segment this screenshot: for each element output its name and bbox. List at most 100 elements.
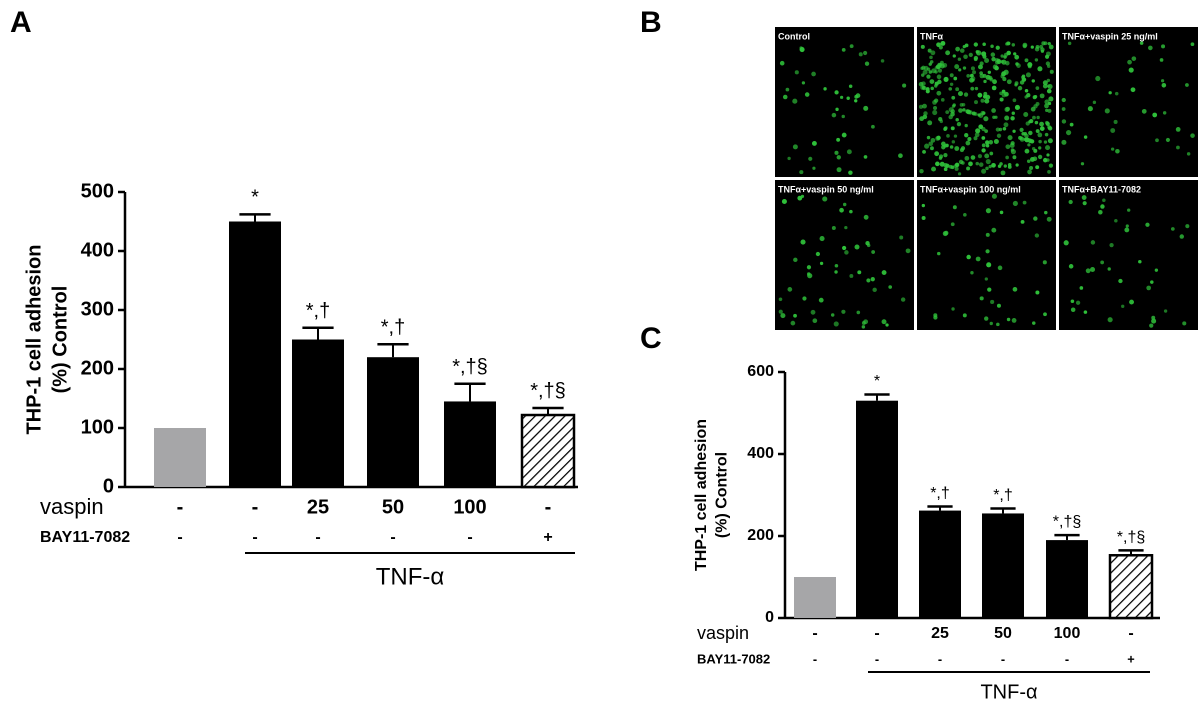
cell-dot [1003,122,1009,128]
micrograph-panel: Control TNFα TNFα+vaspin 25 ng/ml TNFα+vasp… [775,27,1198,330]
cell-dot [954,146,960,151]
cell-dot [1024,58,1029,63]
cell-dot [946,134,950,138]
cell-dot [778,309,783,314]
cell-dot [840,95,844,99]
cell-dot [1044,99,1050,105]
row-label: - [813,651,817,666]
cell-dot [1190,133,1195,138]
cell-dot [945,50,951,56]
cell-dot [973,42,979,47]
cell-dot [949,145,954,149]
cell-dot [984,153,990,159]
cell-dot [830,313,835,317]
significance-label: *,† [993,487,1013,504]
cell-dot [849,44,854,49]
cell-dot [968,52,973,57]
row-label: - [1001,651,1005,666]
cell-dot [1113,119,1118,124]
cell-dot [1067,41,1072,46]
cell-dot [925,87,930,92]
row-label: - [467,529,472,546]
cell-dot [1151,318,1157,324]
cell-dot [964,43,969,48]
cell-dot [1000,170,1006,176]
cell-dot [1046,84,1051,88]
cell-dot [1046,88,1052,94]
cell-dot [831,226,836,230]
cell-dot [945,143,949,148]
cell-dot [1160,79,1165,83]
cell-dot [1045,61,1051,66]
cell-dot [995,58,999,63]
cell-dot [793,313,797,318]
cell-dot [835,107,839,112]
cell-dot [888,285,893,289]
cell-dot [966,166,971,171]
cell-dot [1005,106,1011,112]
significance-label: *,†§ [452,356,488,378]
cell-dot [1000,60,1004,64]
cell-dot [834,90,839,95]
y-axis-label: THP-1 cell adhesion [693,419,710,571]
cell-dot [954,64,960,70]
cell-dot [808,156,813,161]
micrograph-caption: TNFα+vaspin 50 ng/ml [778,184,874,194]
x-tick-label: 100 [1054,625,1081,642]
cell-dot [1150,280,1154,284]
cell-dot [940,40,946,46]
cell-dot [984,129,989,133]
cell-dot [834,150,839,155]
cell-dot [1011,43,1016,47]
y-axis-label: (%) Control [49,286,71,394]
cell-dot [1016,63,1021,68]
cell-dot [982,111,986,115]
cell-dot [1109,243,1114,248]
cell-dot [1039,126,1045,131]
cell-dot [842,245,847,251]
cell-dot [989,321,993,326]
cell-dot [1048,163,1054,168]
cell-dot [1098,209,1103,215]
significance-label: *,† [930,485,950,502]
cell-dot [939,119,944,124]
cell-dot [863,319,869,325]
cell-dot [970,66,975,71]
significance-label: *,† [381,317,405,339]
cell-dot [1070,307,1076,312]
cell-dot [993,138,999,144]
cell-dot [943,230,949,236]
cell-dot [1161,44,1166,49]
cell-dot [1102,198,1106,203]
significance-label: *,†§ [1117,529,1145,546]
bar [292,339,344,487]
cell-dot [902,83,907,88]
cell-dot [926,74,931,79]
cell-dot [943,167,948,172]
cell-dot [802,296,807,301]
cell-dot [975,161,980,166]
cell-dot [957,91,964,97]
cell-dot [998,127,1003,132]
y-tick-label: 400 [747,445,774,462]
cell-dot [922,103,927,109]
panel-label: C [640,322,662,355]
cell-dot [943,152,948,158]
cell-dot [1161,82,1167,88]
cell-dot [854,99,858,103]
cell-dot [863,50,868,56]
cell-dot [866,278,871,283]
cell-dot [1154,268,1159,272]
cell-dot [962,108,966,112]
cell-dot [985,144,990,148]
cell-dot [991,227,997,233]
cell-dot [836,137,841,142]
cell-dot [1012,200,1018,207]
cell-dot [885,323,889,327]
cell-dot [920,44,925,49]
cell-dot [997,164,1002,168]
cell-dot [973,57,978,62]
cell-dot [1019,127,1024,132]
cell-dot [1017,85,1023,91]
cell-dot [1006,317,1011,322]
